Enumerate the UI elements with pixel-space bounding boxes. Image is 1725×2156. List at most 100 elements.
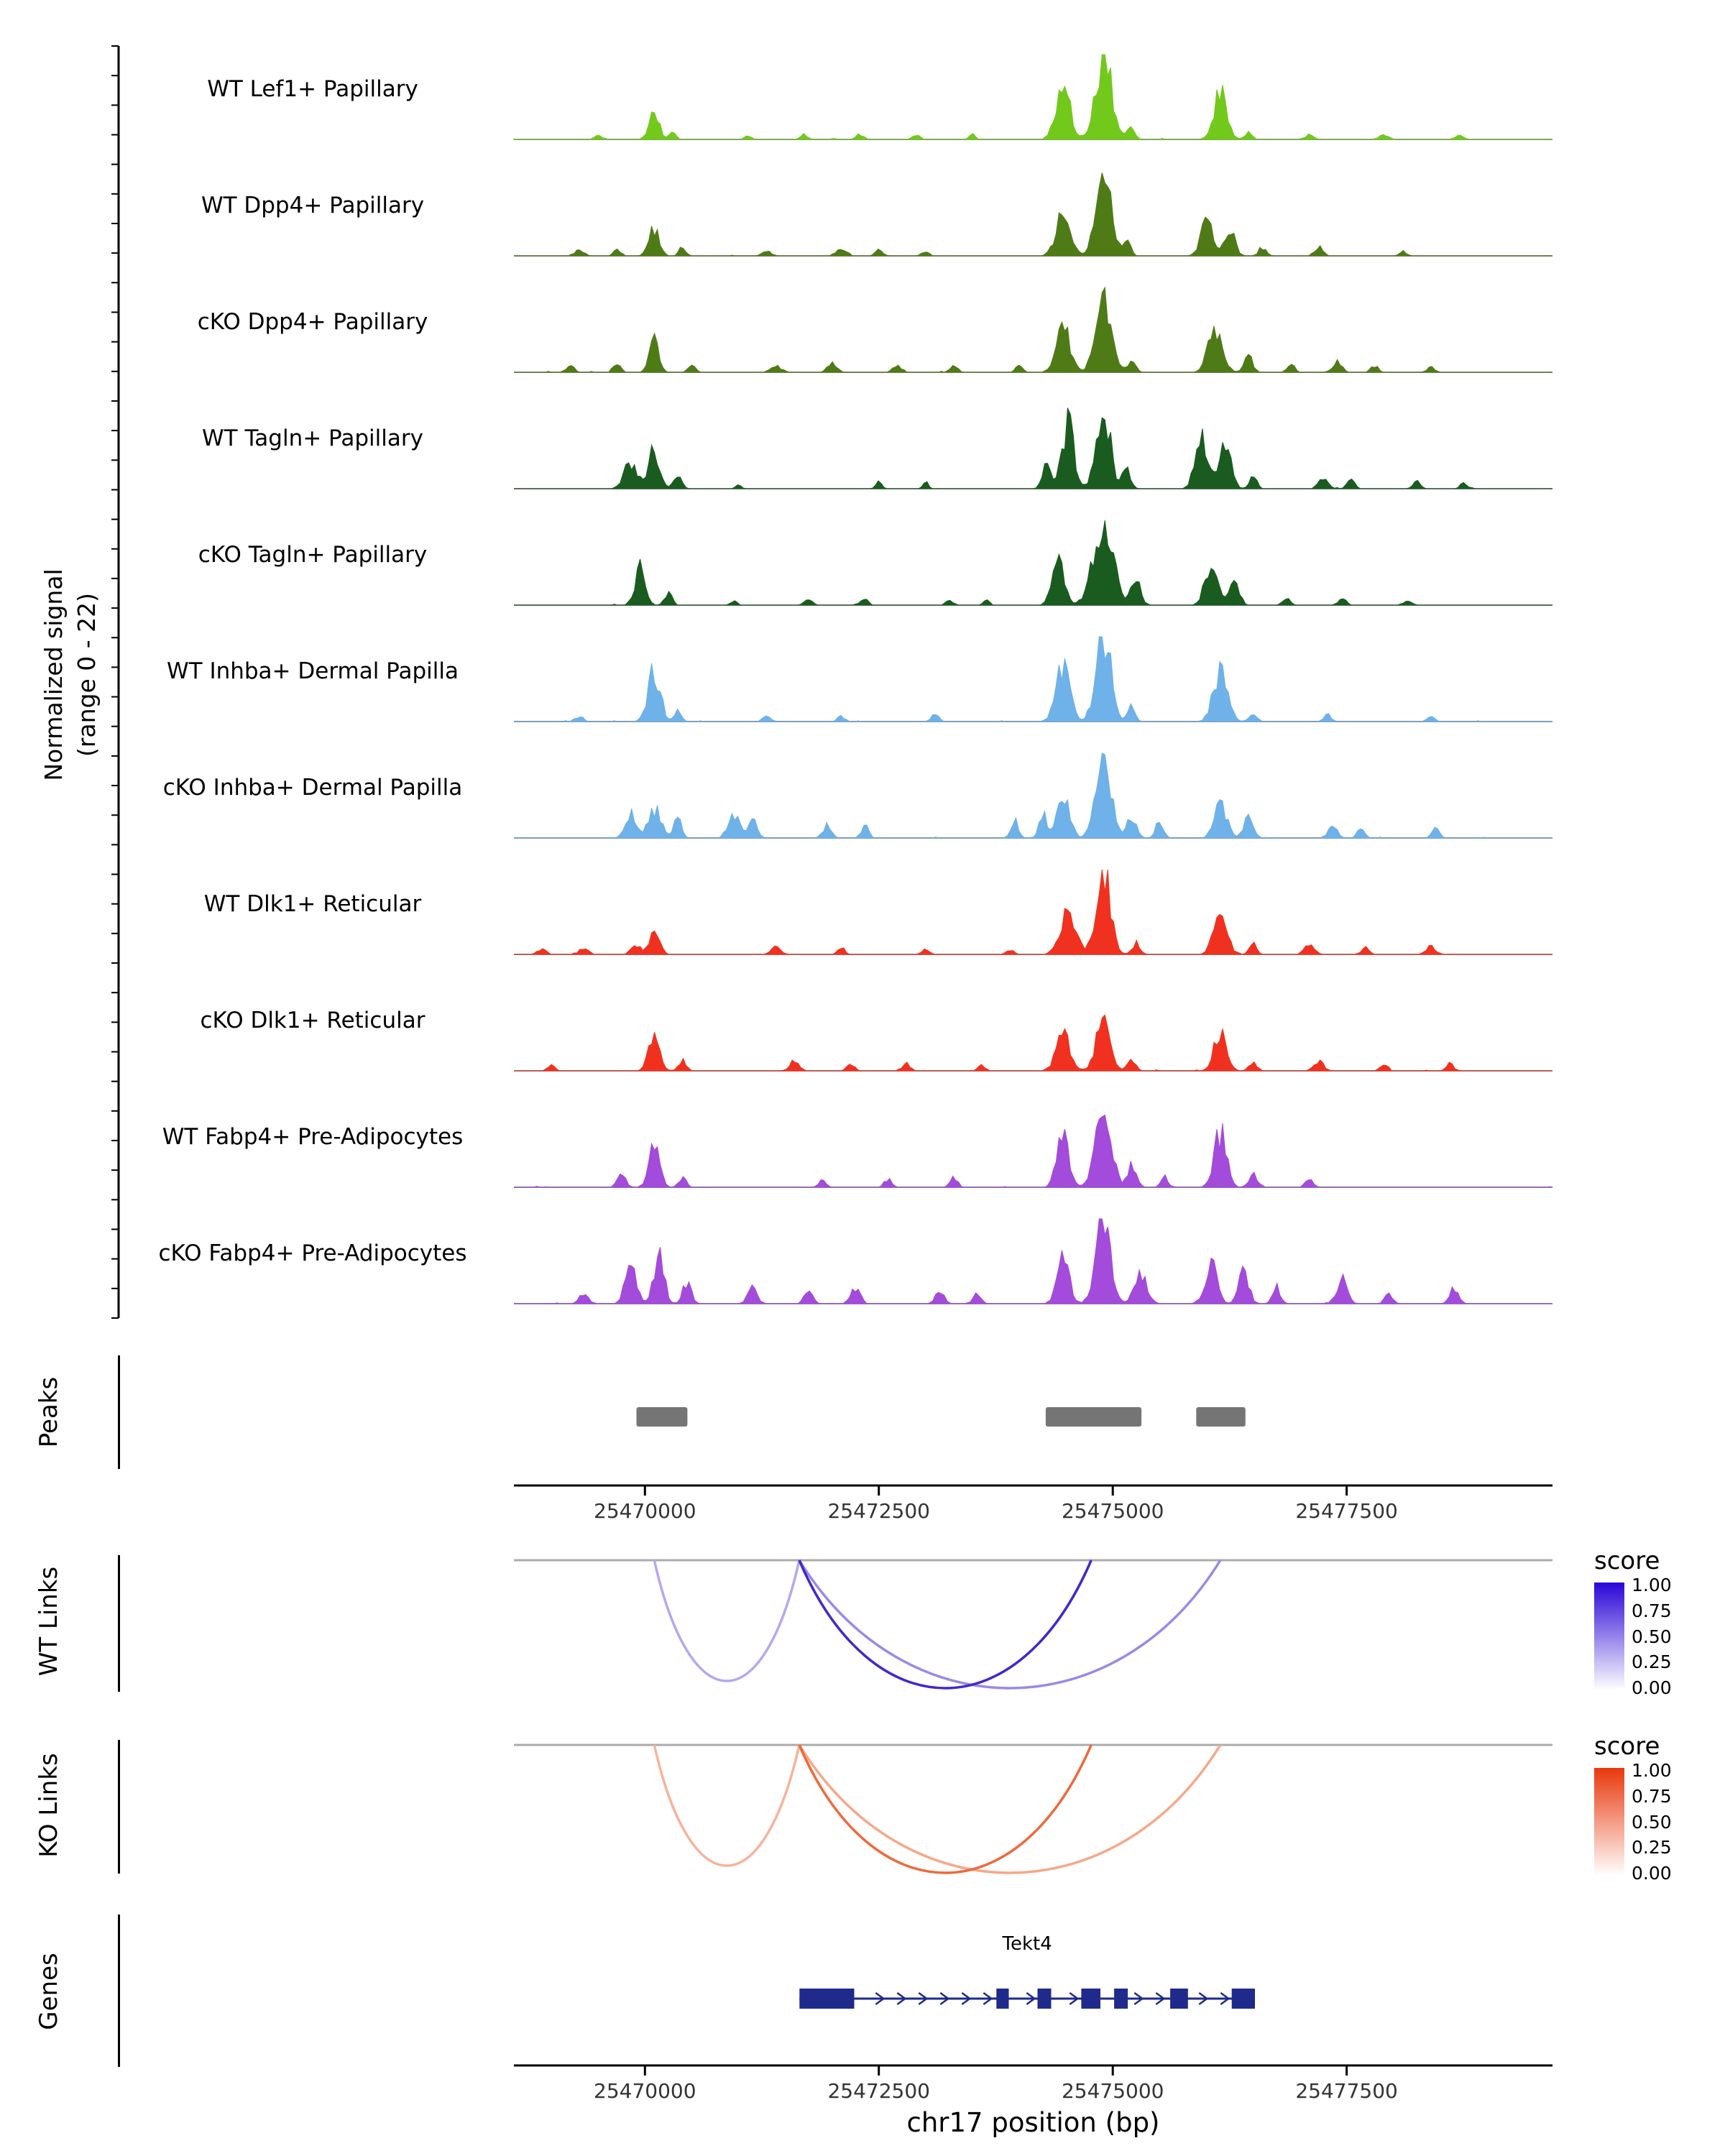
coverage-area	[514, 407, 1552, 489]
signal-axis-label-line2: (range 0 - 22)	[73, 592, 101, 757]
link-arc	[798, 1560, 1222, 1690]
x-tick-label: 25470000	[594, 1499, 696, 1523]
coverage-track	[514, 407, 1552, 489]
coverage-track	[514, 752, 1552, 839]
coverage-area	[514, 520, 1552, 606]
strand-arrow-icon	[983, 1991, 993, 2006]
legend-tick-label: 0.50	[1632, 1626, 1672, 1647]
track-label: WT Dlk1+ Reticular	[203, 891, 422, 917]
legend-tick-label: 1.00	[1632, 1760, 1672, 1781]
legend-tick-label: 0.75	[1632, 1600, 1672, 1621]
links-panel	[514, 1743, 1552, 1874]
wt-links-axis-label: WT Links	[34, 1566, 63, 1677]
link-arc	[798, 1744, 1092, 1874]
gene-exon	[1114, 1989, 1128, 2009]
strand-arrow-icon	[896, 1991, 907, 2006]
ko-links-axis-line	[118, 1740, 120, 1874]
coverage-track	[514, 172, 1552, 257]
coverage-track	[514, 1218, 1552, 1304]
legend-tick-label: 0.50	[1632, 1811, 1672, 1833]
coverage-area	[514, 752, 1552, 839]
signal-axis-label-line1: Normalized signal	[40, 568, 68, 781]
gene-track	[799, 1989, 1255, 2009]
legend-tick-label: 0.75	[1632, 1785, 1672, 1807]
legend-tick-label: 0.00	[1632, 1863, 1672, 1884]
coverage-track	[514, 869, 1552, 955]
legend-tick-label: 0.25	[1632, 1837, 1672, 1858]
strand-arrow-icon	[1026, 1991, 1036, 2006]
link-arc	[798, 1744, 1222, 1874]
x-tick-label: 25472500	[827, 1499, 930, 1523]
x-axis: 25470000 25472500 25475000 25477500	[514, 1484, 1552, 1523]
links-panel	[514, 1559, 1552, 1690]
gene-exon	[1037, 1989, 1052, 2009]
track-label: WT Lef1+ Papillary	[207, 76, 418, 102]
gene-exon	[996, 1989, 1009, 2009]
coverage-area	[514, 1114, 1553, 1188]
track-label: cKO Dpp4+ Papillary	[197, 309, 428, 335]
gene-exon	[1081, 1989, 1100, 2009]
x-tick-label: 25477500	[1295, 1499, 1398, 1523]
track-label: WT Tagln+ Papillary	[202, 425, 423, 451]
legend-title: score	[1594, 1547, 1660, 1575]
coverage-area	[514, 172, 1552, 257]
signal-axis-label: Normalized signal (range 0 - 22)	[37, 46, 104, 1304]
coverage-track	[514, 286, 1552, 373]
track-label: WT Fabp4+ Pre-Adipocytes	[162, 1124, 464, 1150]
x-tick-label: 25470000	[594, 2079, 696, 2103]
gene-exon	[1231, 1989, 1255, 2009]
strand-arrow-icon	[1133, 1991, 1144, 2006]
peak-region	[1196, 1407, 1246, 1427]
legend-gradient-bar	[1594, 1768, 1624, 1876]
x-tick-label: 25475000	[1062, 2079, 1164, 2103]
peaks-track	[636, 1407, 1246, 1427]
strand-arrow-icon	[1155, 1991, 1166, 2006]
coverage-track	[514, 1114, 1553, 1188]
coverage-area	[514, 1218, 1552, 1304]
x-tick-label: 25472500	[827, 2079, 930, 2103]
track-label: WT Dpp4+ Papillary	[201, 193, 425, 218]
track-label: cKO Fabp4+ Pre-Adipocytes	[158, 1240, 467, 1266]
gene-exon	[799, 1989, 855, 2009]
peaks-axis-line	[118, 1355, 120, 1469]
ko-links-axis-label: KO Links	[34, 1753, 63, 1858]
link-arc	[798, 1560, 1092, 1690]
strand-arrow-icon	[939, 1991, 950, 2006]
strand-arrow-icon	[1069, 1991, 1080, 2006]
coverage-track	[514, 1014, 1552, 1072]
signal-axis	[111, 45, 120, 1319]
strand-arrow-icon	[961, 1991, 972, 2006]
track-label: WT Inhba+ Dermal Papilla	[167, 658, 459, 684]
genes-axis-line	[118, 1915, 120, 2067]
peaks-axis-label: Peaks	[34, 1376, 63, 1448]
wt-links-score-legend: score 1.00 0.75 0.50 0.25 0.00	[1594, 1547, 1724, 1698]
track-label: cKO Inhba+ Dermal Papilla	[162, 775, 463, 801]
gene-exon	[1170, 1989, 1188, 2009]
track-label: cKO Tagln+ Papillary	[198, 542, 428, 568]
strand-arrow-icon	[918, 1991, 929, 2006]
strand-arrow-icon	[875, 1991, 886, 2006]
coverage-track	[513, 54, 1552, 140]
x-tick-label: 25475000	[1062, 1499, 1164, 1523]
coverage-area	[513, 54, 1552, 140]
legend-gradient-bar	[1594, 1583, 1624, 1690]
legend-tick-label: 0.00	[1632, 1677, 1672, 1698]
legend-tick-label: 1.00	[1632, 1575, 1672, 1595]
x-axis-title: chr17 position (bp)	[906, 2107, 1160, 2138]
x-tick-label: 25477500	[1295, 2079, 1398, 2103]
wt-links-axis-line	[118, 1555, 120, 1692]
legend-title: score	[1594, 1732, 1660, 1761]
link-arc	[653, 1744, 801, 1867]
strand-arrow-icon	[1198, 1991, 1209, 2006]
peak-region	[1045, 1407, 1142, 1427]
strand-arrow-icon	[1220, 1991, 1230, 2006]
coverage-track	[514, 520, 1552, 606]
coverage-area	[514, 636, 1552, 722]
genes-axis-label: Genes	[34, 1953, 63, 2030]
coverage-area	[514, 869, 1552, 955]
coverage-area	[514, 1014, 1552, 1072]
legend-tick-label: 0.25	[1632, 1651, 1672, 1673]
ko-links-score-legend: score 1.00 0.75 0.50 0.25 0.00	[1594, 1732, 1724, 1884]
coverage-area	[514, 286, 1552, 373]
